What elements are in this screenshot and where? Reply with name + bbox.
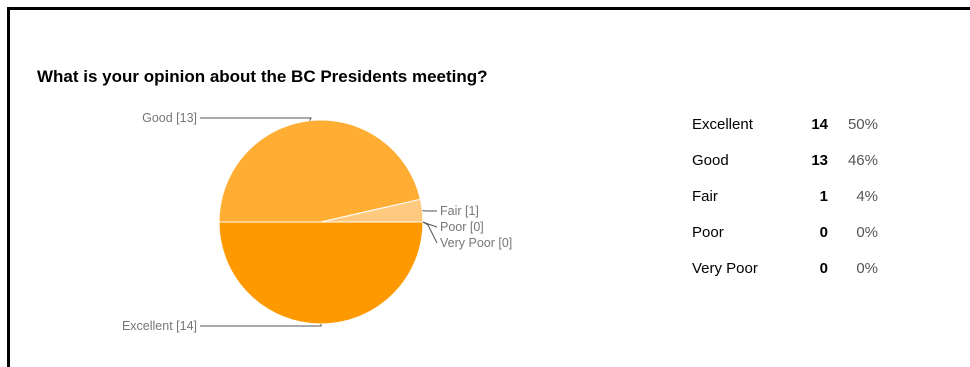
summary-count: 0 bbox=[800, 250, 828, 286]
summary-percent: 50% bbox=[828, 106, 878, 142]
callout-line bbox=[200, 118, 311, 121]
callout-label: Poor [0] bbox=[440, 220, 484, 234]
summary-count: 1 bbox=[800, 178, 828, 214]
summary-row: Very Poor 0 0% bbox=[692, 250, 878, 286]
summary-row: Fair 1 4% bbox=[692, 178, 878, 214]
summary-label: Very Poor bbox=[692, 250, 800, 286]
summary-count: 13 bbox=[800, 142, 828, 178]
summary-count: 14 bbox=[800, 106, 828, 142]
summary-percent: 46% bbox=[828, 142, 878, 178]
summary-percent: 4% bbox=[828, 178, 878, 214]
summary-percent: 0% bbox=[828, 214, 878, 250]
callout-label: Excellent [14] bbox=[122, 319, 197, 333]
callout-line bbox=[200, 324, 321, 326]
callout-label: Fair [1] bbox=[440, 204, 479, 218]
summary-row: Excellent 14 50% bbox=[692, 106, 878, 142]
summary-label: Good bbox=[692, 142, 800, 178]
summary-table: Excellent 14 50% Good 13 46% Fair 1 4% P… bbox=[692, 106, 878, 286]
summary-count: 0 bbox=[800, 214, 828, 250]
summary-row: Good 13 46% bbox=[692, 142, 878, 178]
callout-label: Good [13] bbox=[142, 111, 197, 125]
summary-label: Fair bbox=[692, 178, 800, 214]
summary-label: Poor bbox=[692, 214, 800, 250]
summary-row: Poor 0 0% bbox=[692, 214, 878, 250]
callout-label: Very Poor [0] bbox=[440, 236, 512, 250]
pie-slice-excellent bbox=[219, 222, 423, 324]
summary-label: Excellent bbox=[692, 106, 800, 142]
summary-percent: 0% bbox=[828, 250, 878, 286]
